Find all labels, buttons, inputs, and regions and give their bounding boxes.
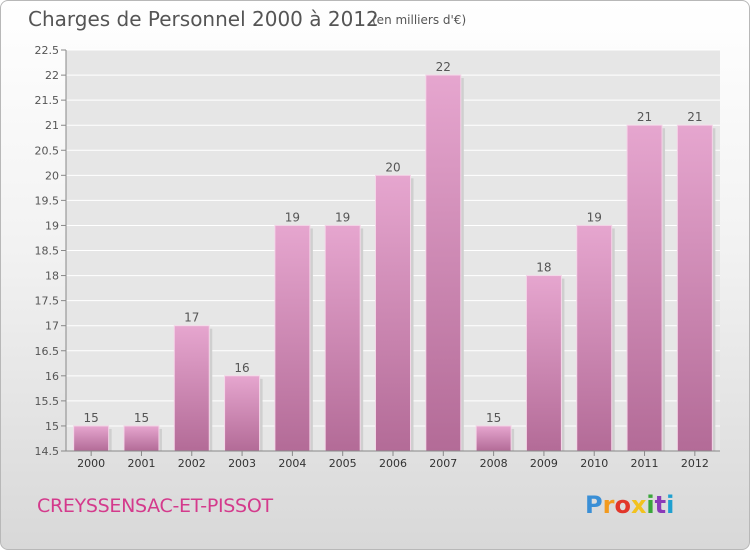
x-tick-label: 2009: [530, 457, 558, 470]
bar-value-label: 19: [335, 210, 350, 224]
bar-value-label: 22: [436, 60, 451, 74]
logo-letter: t: [654, 491, 667, 519]
value-labels: 15 15 17 16 19 19 20 22 15 18 19 21 21: [84, 60, 703, 425]
x-axis-ticks: 2000 2001 2002 2003 2004 2005 2006 2007 2008 2009…: [66, 450, 720, 470]
y-tick-label: 17.5: [35, 295, 60, 308]
y-axis-ticks: 14.5 15 15.5 16 16.5 17 17.5 18 18.5 19 19.5 20 20.5…: [35, 44, 67, 458]
bar: [375, 174, 411, 452]
bar-value-label: 16: [234, 361, 249, 375]
logo-letter: P: [585, 491, 603, 519]
chart-title: Charges de Personnel 2000 à 2012: [28, 7, 379, 31]
bar: [475, 425, 512, 452]
bar: [324, 224, 361, 452]
commune-name: CREYSSENSAC-ET-PISSOT: [37, 495, 273, 517]
bar: [173, 325, 210, 452]
y-tick-label: 15: [45, 420, 59, 433]
bar-value-label: 18: [536, 261, 551, 275]
bar: [576, 224, 613, 452]
bar: [425, 74, 462, 452]
y-tick-label: 21.5: [35, 94, 60, 107]
y-tick-label: 14.5: [35, 445, 60, 458]
y-tick-label: 18.5: [35, 245, 60, 258]
y-tick-label: 22: [45, 69, 59, 82]
x-tick-label: 2006: [379, 457, 407, 470]
x-tick-label: 2011: [631, 457, 659, 470]
y-tick-label: 20: [45, 169, 59, 182]
bar-value-label: 15: [486, 411, 501, 425]
bar: [626, 124, 663, 452]
bar: [224, 375, 261, 452]
x-tick-label: 2001: [127, 457, 155, 470]
y-tick-label: 16: [45, 370, 59, 383]
logo-letter: r: [602, 491, 615, 519]
y-tick-label: 19.5: [35, 194, 60, 207]
y-tick-label: 19: [45, 219, 59, 232]
bars: [73, 74, 716, 452]
proxiti-logo: Proxiti: [585, 491, 674, 519]
x-tick-label: 2000: [77, 457, 105, 470]
y-tick-label: 20.5: [35, 144, 60, 157]
bar-value-label: 15: [134, 411, 149, 425]
bar: [274, 224, 311, 452]
x-tick-label: 2012: [681, 457, 709, 470]
bar-value-label: 19: [285, 210, 300, 224]
bar: [525, 275, 562, 452]
bar: [676, 124, 713, 452]
x-tick-label: 2004: [278, 457, 306, 470]
y-tick-label: 17: [45, 320, 59, 333]
logo-letter: x: [630, 491, 647, 519]
logo-letter: o: [614, 491, 631, 519]
x-tick-label: 2003: [228, 457, 256, 470]
bar-value-label: 20: [385, 160, 400, 174]
x-tick-label: 2005: [329, 457, 357, 470]
bar-value-label: 21: [687, 110, 702, 124]
x-tick-label: 2007: [429, 457, 457, 470]
bar-value-label: 21: [637, 110, 652, 124]
bar: [73, 425, 110, 452]
chart-subtitle: (en milliers d'€): [372, 13, 467, 27]
logo-letter: i: [666, 491, 675, 519]
bar: [123, 425, 160, 452]
bar-value-label: 17: [184, 311, 199, 325]
y-tick-label: 18: [45, 270, 59, 283]
x-tick-label: 2008: [480, 457, 508, 470]
y-tick-label: 15.5: [35, 395, 60, 408]
x-tick-label: 2010: [580, 457, 608, 470]
y-tick-label: 16.5: [35, 345, 60, 358]
logo-letter: i: [646, 491, 655, 519]
y-tick-label: 21: [45, 119, 59, 132]
bar-value-label: 19: [587, 210, 602, 224]
x-tick-label: 2002: [178, 457, 206, 470]
bar-value-label: 15: [84, 411, 99, 425]
y-tick-label: 22.5: [35, 44, 60, 57]
